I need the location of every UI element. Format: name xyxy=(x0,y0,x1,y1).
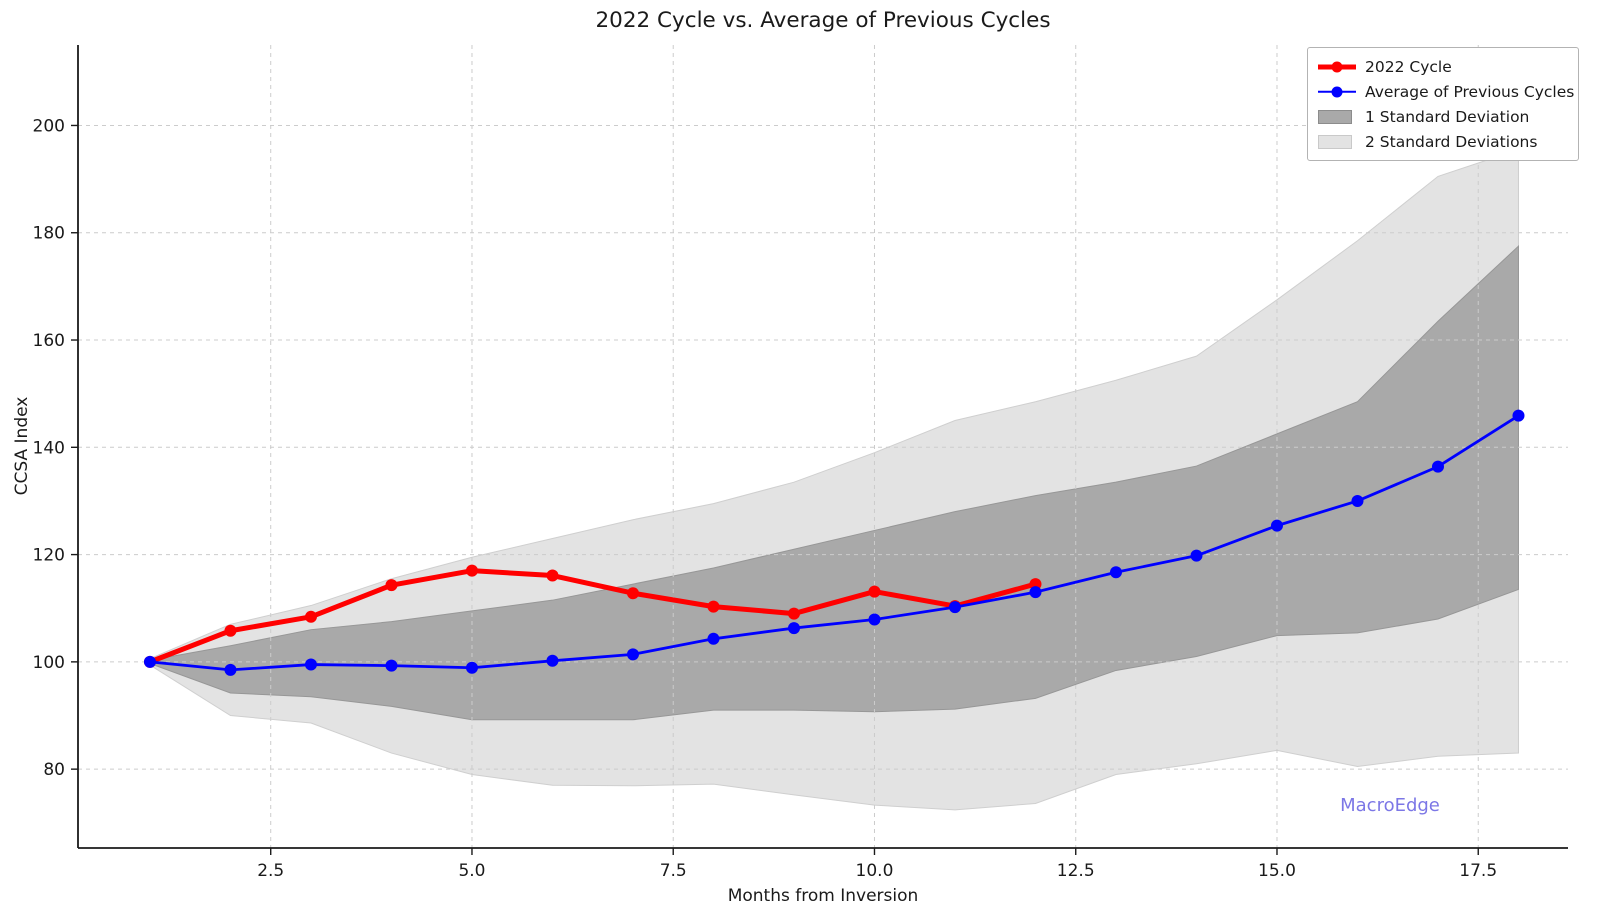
legend-marker-dot xyxy=(1331,61,1343,72)
series-average-prev-cycles-marker xyxy=(546,654,559,667)
series-2022-cycle-marker xyxy=(707,600,720,613)
series-average-prev-cycles-marker xyxy=(1351,494,1364,507)
series-2022-cycle-marker xyxy=(787,607,800,620)
series-average-prev-cycles-marker xyxy=(868,613,881,626)
series-average-prev-cycles-marker xyxy=(465,661,478,674)
series-2022-cycle-marker xyxy=(868,585,881,598)
legend-line-swatch xyxy=(1318,59,1356,75)
x-tick-label: 10.0 xyxy=(856,861,894,881)
y-tick-label: 200 xyxy=(33,116,65,136)
y-tick-label: 80 xyxy=(43,760,65,780)
series-average-prev-cycles-marker xyxy=(224,663,237,676)
series-average-prev-cycles-marker xyxy=(143,655,156,668)
legend-item: 2022 Cycle xyxy=(1318,56,1568,77)
x-axis-label: Months from Inversion xyxy=(727,886,919,906)
series-average-prev-cycles-marker xyxy=(948,601,961,614)
y-tick-label: 100 xyxy=(33,653,65,673)
legend-box: 2022 Cycle Average of Previous Cycles 1 St… xyxy=(1307,47,1579,161)
y-tick-label: 120 xyxy=(33,546,65,566)
watermark-text: MacroEdge xyxy=(1340,795,1440,816)
legend-marker-dot xyxy=(1331,86,1343,97)
legend-item: 1 Standard Deviation xyxy=(1318,106,1568,127)
x-tick-label: 15.0 xyxy=(1258,861,1296,881)
x-tick-label: 2.5 xyxy=(257,861,284,881)
series-average-prev-cycles-marker xyxy=(626,648,639,661)
legend-item-label: Average of Previous Cycles xyxy=(1365,82,1575,101)
legend-item: 2 Standard Deviations xyxy=(1318,131,1568,152)
band-1-std-dev xyxy=(149,245,1519,721)
series-2022-cycle-marker xyxy=(304,610,317,623)
series-average-prev-cycles-marker xyxy=(1109,566,1122,579)
series-average-prev-cycles-marker xyxy=(1190,549,1203,562)
series-average-prev-cycles-marker xyxy=(1512,409,1525,422)
x-tick-label: 12.5 xyxy=(1057,861,1095,881)
legend-patch-swatch xyxy=(1318,109,1356,125)
legend-line-swatch xyxy=(1318,84,1356,100)
x-tick-label: 5.0 xyxy=(458,861,485,881)
series-2022-cycle-marker xyxy=(465,564,478,577)
legend-patch-swatch xyxy=(1318,134,1356,150)
series-2022-cycle-marker xyxy=(385,579,398,592)
y-tick-label: 180 xyxy=(33,224,65,244)
series-average-prev-cycles-marker xyxy=(707,632,720,645)
x-tick-label: 17.5 xyxy=(1459,861,1497,881)
series-2022-cycle-line xyxy=(147,568,1038,665)
legend-patch xyxy=(1318,134,1352,149)
series-average-prev-cycles-marker xyxy=(385,659,398,672)
series-average-prev-cycles-marker xyxy=(1431,460,1444,473)
series-average-prev-cycles-marker xyxy=(1270,519,1283,532)
series-2022-cycle-marker xyxy=(546,569,559,582)
series-average-prev-cycles-line xyxy=(148,414,1520,672)
y-tick-label: 160 xyxy=(33,331,65,351)
series-average-prev-cycles-marker xyxy=(787,622,800,635)
legend-patch xyxy=(1318,109,1352,124)
chart-title: 2022 Cycle vs. Average of Previous Cycle… xyxy=(595,8,1051,33)
legend-item-label: 2 Standard Deviations xyxy=(1365,132,1538,151)
series-2022-cycle-marker xyxy=(224,624,237,637)
legend-item-label: 2022 Cycle xyxy=(1365,57,1452,76)
series-2022-cycle-marker xyxy=(626,587,639,600)
legend-item-label: 1 Standard Deviation xyxy=(1365,107,1530,126)
x-tick-label: 7.5 xyxy=(660,861,687,881)
y-tick-label: 140 xyxy=(33,438,65,458)
legend-item: Average of Previous Cycles xyxy=(1318,81,1574,102)
series-average-prev-cycles-marker xyxy=(304,658,317,671)
y-axis-label: CCSA Index xyxy=(12,396,32,496)
series-average-prev-cycles-marker xyxy=(1029,586,1042,599)
